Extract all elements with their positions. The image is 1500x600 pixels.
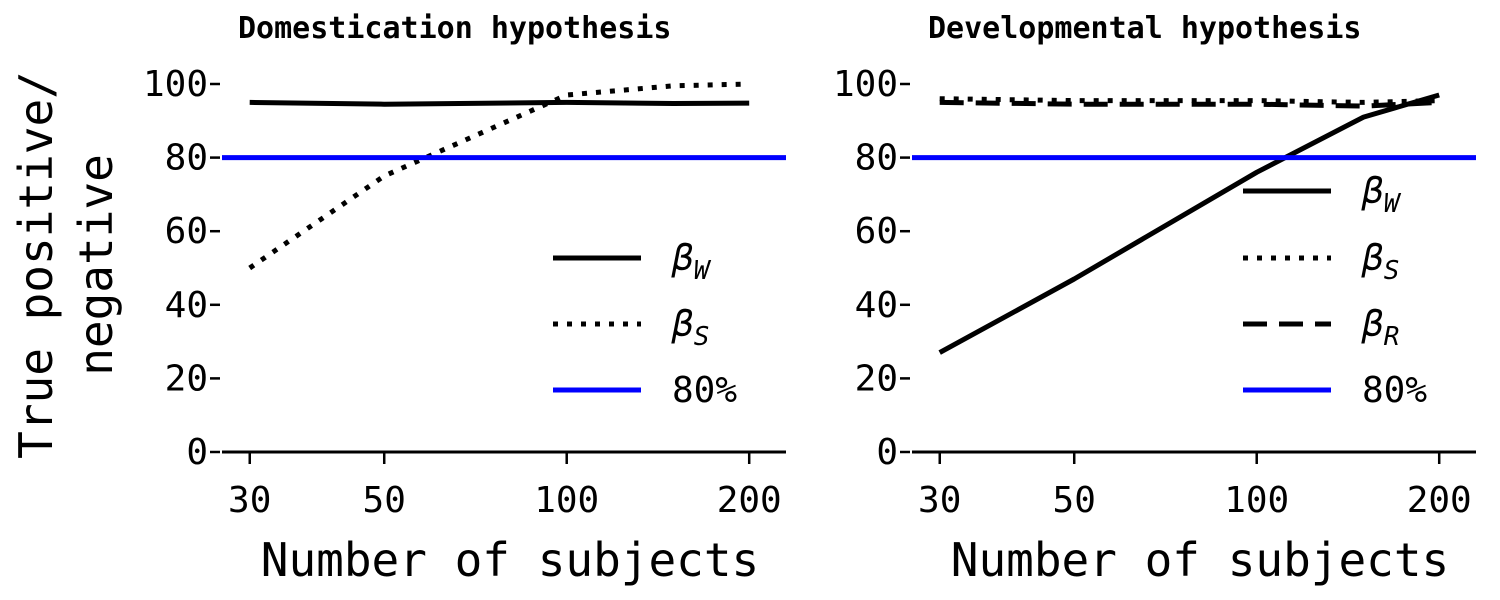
x-tick-label: 30	[918, 480, 961, 521]
y-tick-label: 20	[165, 358, 208, 399]
legend-label-subscript: S	[1384, 256, 1400, 286]
y-tick-label: 100	[833, 64, 898, 105]
y-tick-label: 40	[165, 285, 208, 326]
legend-label: βW	[671, 238, 712, 286]
legend-label-subscript: S	[694, 322, 710, 352]
x-tick-label: 100	[534, 480, 599, 521]
legend-label: βS	[671, 304, 709, 352]
legend-label-subscript: W	[1384, 189, 1402, 219]
x-axis-label: Number of subjects	[261, 533, 760, 587]
x-tick-label: 200	[1407, 480, 1472, 521]
legend-label-main: 80%	[672, 370, 737, 411]
y-axis-label-line2: negative	[69, 154, 123, 376]
panel-developmental: Developmental hypothesis 0 20 40 60 80 100 30 50…	[833, 11, 1476, 587]
y-axis-label: True positive/ negative	[9, 71, 123, 459]
panel-domestication: Domestication hypothesis 0 20 40 60 80 100 30 50…	[143, 11, 786, 587]
y-tick-label: 80	[165, 138, 208, 179]
legend-label-main: β	[1361, 171, 1384, 212]
x-tick-label: 30	[228, 480, 271, 521]
legend-label-main: β	[671, 304, 694, 345]
series-line-beta-w	[249, 99, 750, 107]
y-tick-label: 20	[855, 358, 898, 399]
legend-label: βR	[1361, 304, 1399, 352]
x-tick-label: 50	[363, 480, 406, 521]
y-tick-label: 0	[186, 432, 208, 473]
legend-label-main: β	[1361, 304, 1384, 345]
x-tick-label: 100	[1224, 480, 1289, 521]
x-tick-label: 200	[717, 480, 782, 521]
legend-label: 80%	[672, 370, 737, 411]
y-tick-label: 80	[855, 138, 898, 179]
legend-label-main: β	[671, 238, 694, 279]
y-tick-label: 60	[855, 211, 898, 252]
chart-title: Developmental hypothesis	[928, 11, 1361, 46]
y-tick-label: 0	[876, 432, 898, 473]
y-tick-label: 60	[165, 211, 208, 252]
legend-label: 80%	[1362, 370, 1427, 411]
series-line-beta-s	[939, 96, 1440, 105]
series-line-beta-w	[938, 92, 1440, 355]
legend-label-subscript: R	[1384, 322, 1400, 352]
x-axis-label: Number of subjects	[951, 533, 1450, 587]
y-tick-label: 40	[855, 285, 898, 326]
legend-label-main: β	[1361, 238, 1384, 279]
y-axis-label-line1: True positive/	[9, 71, 63, 459]
legend-label: βS	[1361, 238, 1399, 286]
legend-label-subscript: W	[694, 256, 712, 286]
chart-title: Domestication hypothesis	[238, 11, 671, 46]
y-tick-label: 100	[143, 64, 208, 105]
legend-label-main: 80%	[1362, 370, 1427, 411]
legend-label: βW	[1361, 171, 1402, 219]
series-line-beta-r	[939, 99, 1440, 109]
x-tick-label: 50	[1053, 480, 1096, 521]
